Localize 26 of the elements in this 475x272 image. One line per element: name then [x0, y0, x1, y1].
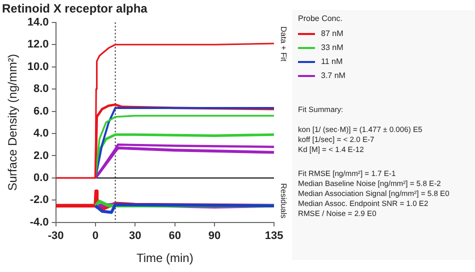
y-tick-label: 10.0	[27, 60, 49, 73]
text: Residuals	[278, 183, 288, 218]
x-tick-label: 30	[129, 230, 142, 242]
x-tick-label: 135	[264, 230, 284, 242]
x-tick-label: 90	[208, 230, 221, 242]
y-tick-label: 12.0	[27, 38, 49, 51]
text: Data + Fit	[278, 26, 288, 62]
x-tick-label: 0	[92, 230, 99, 242]
x-axis-title: Time (min)	[136, 251, 194, 266]
y-tick-label: 6.0	[34, 105, 49, 118]
legend-title: Probe Conc.	[298, 14, 344, 23]
chart-title: Retinoid X receptor alpha	[2, 2, 148, 16]
legend-label: 11 nM	[321, 57, 343, 66]
y-axis-title: Surface Density (ng/mm²)	[6, 54, 20, 191]
y-tick-label: 0.0	[34, 172, 49, 184]
y-tick-label: 2.0	[34, 150, 49, 162]
y-tick-label: 8.0	[34, 83, 49, 96]
legend-label: 3.7 nM	[321, 71, 346, 80]
y-tick-label: -2.0	[30, 194, 49, 206]
y-tick-label: -4.0	[30, 216, 49, 228]
legend-label: 33 nM	[321, 43, 344, 52]
legend-label: 87 nM	[321, 29, 344, 38]
y-tick-label: 4.0	[34, 128, 49, 140]
x-tick-label: 60	[168, 230, 181, 242]
y-tick-label: 14.0	[27, 16, 49, 28]
x-tick-label: -30	[48, 230, 64, 242]
